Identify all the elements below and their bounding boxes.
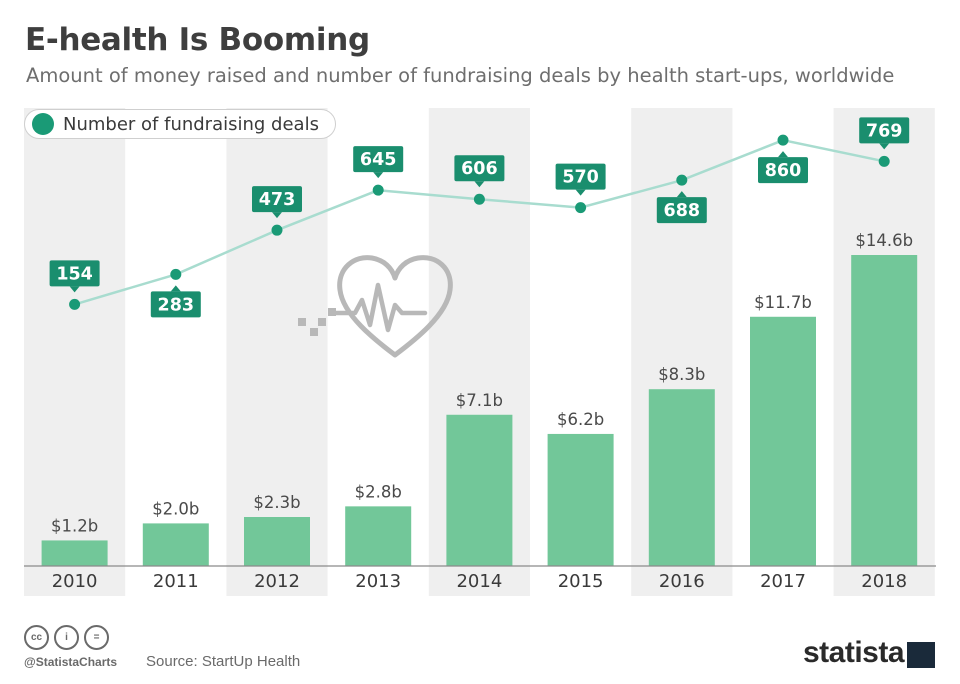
deals-label-text: 154: [56, 264, 93, 284]
x-tick-2015: 2015: [558, 571, 604, 592]
deals-label-box: [656, 197, 707, 224]
deals-marker-2016[interactable]: [676, 174, 688, 186]
statista-logo[interactable]: statista: [803, 636, 905, 669]
bar-2012[interactable]: [244, 517, 310, 566]
deals-label-pointer: [170, 285, 181, 292]
bar-2017[interactable]: [750, 316, 816, 566]
deals-marker-2017[interactable]: [777, 134, 789, 146]
bar-label-2018: $14.6b: [855, 231, 913, 250]
deals-label-pointer: [575, 189, 586, 196]
bar-label-2015: $6.2b: [557, 410, 604, 429]
bar-2016[interactable]: [648, 389, 715, 566]
deals-label-pointer: [778, 151, 788, 158]
deals-label-2014: 606: [454, 155, 505, 188]
bar-label-2014: $7.1b: [456, 391, 503, 410]
x-tick-2011: 2011: [153, 571, 199, 592]
legend-marker-icon: [32, 113, 54, 135]
bar-value-labels: $1.2b $2.0b $2.3b $2.8b $7.1b $6.2b $8.3b $11.7…: [51, 231, 913, 535]
deals-label-2017: 860: [758, 151, 808, 184]
deals-label-box: [353, 146, 404, 173]
deals-marker-2013[interactable]: [372, 184, 384, 196]
deals-label-box: [555, 163, 606, 190]
cc-icon[interactable]: cc: [24, 625, 49, 650]
deals-label-2018: 769: [859, 117, 910, 150]
deals-label-2015: 570: [555, 163, 606, 196]
deals-label-box: [454, 155, 505, 182]
deals-marker-2015[interactable]: [575, 202, 587, 214]
x-tick-2013: 2013: [355, 571, 401, 592]
deals-label-2010: 154: [49, 260, 100, 293]
bar-2011[interactable]: [142, 523, 209, 566]
column-band: [24, 108, 126, 596]
deals-label-text: 688: [664, 201, 701, 221]
x-tick-2016: 2016: [659, 571, 705, 592]
chart-title: E-health Is Booming: [25, 22, 370, 58]
deals-label-text: 860: [765, 161, 802, 181]
x-tick-2017: 2017: [760, 571, 806, 592]
deals-label-box: [859, 117, 910, 144]
bar-label-2010: $1.2b: [51, 516, 98, 535]
deals-marker-2010[interactable]: [69, 298, 81, 310]
bars: [41, 255, 918, 566]
deals-marker-2014[interactable]: [473, 193, 485, 205]
bar-2010[interactable]: [41, 540, 108, 566]
no-derivatives-icon[interactable]: =: [84, 625, 109, 650]
deals-label-pointer: [676, 191, 687, 198]
deals-label-text: 645: [360, 150, 397, 170]
bar-2015[interactable]: [547, 433, 614, 566]
x-tick-labels: 2010 2011 2012 2013 2014 2015 2016 2017 2018: [52, 571, 907, 592]
bar-2018[interactable]: [851, 255, 918, 566]
x-tick-2010: 2010: [52, 571, 98, 592]
deals-label-box: [150, 291, 201, 318]
deals-label-text: 283: [158, 295, 195, 315]
x-tick-2012: 2012: [254, 571, 300, 592]
deals-label-pointer: [474, 181, 485, 188]
deals-label-2011: 283: [150, 285, 201, 318]
deals-markers: [69, 134, 890, 310]
bar-label-2013: $2.8b: [355, 482, 402, 501]
deals-label-box: [49, 260, 100, 287]
deals-label-box: [252, 186, 302, 213]
deals-label-pointer: [879, 143, 890, 150]
chart-subtitle: Amount of money raised and number of fun…: [26, 64, 895, 87]
deals-label-text: 473: [259, 190, 296, 210]
bar-2014[interactable]: [446, 414, 513, 566]
attribution-icon[interactable]: i: [54, 625, 79, 650]
deals-label-2012: 473: [252, 186, 302, 219]
deals-label-text: 606: [461, 159, 498, 179]
license-icons: cc i =: [24, 625, 109, 650]
heart-pulse-icon: [298, 255, 453, 358]
deals-value-labels: 154 283 473 645 606 570 688 860 769: [49, 117, 910, 318]
deals-label-box: [758, 157, 808, 184]
deals-label-pointer: [373, 172, 384, 179]
statista-logo-mark-icon: [907, 642, 935, 668]
bar-label-2011: $2.0b: [152, 499, 199, 518]
deals-label-text: 769: [866, 121, 903, 141]
deals-label-pointer: [272, 212, 282, 219]
deals-label-2016: 688: [656, 191, 707, 224]
bar-2013[interactable]: [345, 506, 412, 566]
bar-label-2016: $8.3b: [658, 365, 705, 384]
legend-label: Number of fundraising deals: [63, 113, 319, 135]
twitter-handle[interactable]: @StatistaCharts: [24, 655, 118, 669]
x-tick-2014: 2014: [456, 571, 502, 592]
source-note: Source: StartUp Health: [146, 653, 301, 670]
deals-marker-2012[interactable]: [271, 224, 283, 236]
deals-marker-2018[interactable]: [878, 155, 890, 167]
bar-label-2012: $2.3b: [253, 493, 300, 512]
legend: Number of fundraising deals: [24, 109, 336, 139]
deals-label-text: 570: [562, 168, 599, 188]
deals-marker-2011[interactable]: [170, 268, 182, 280]
x-tick-2018: 2018: [861, 571, 907, 592]
deals-label-pointer: [69, 286, 80, 293]
bar-label-2017: $11.7b: [754, 293, 812, 312]
deals-label-2013: 645: [353, 146, 404, 179]
